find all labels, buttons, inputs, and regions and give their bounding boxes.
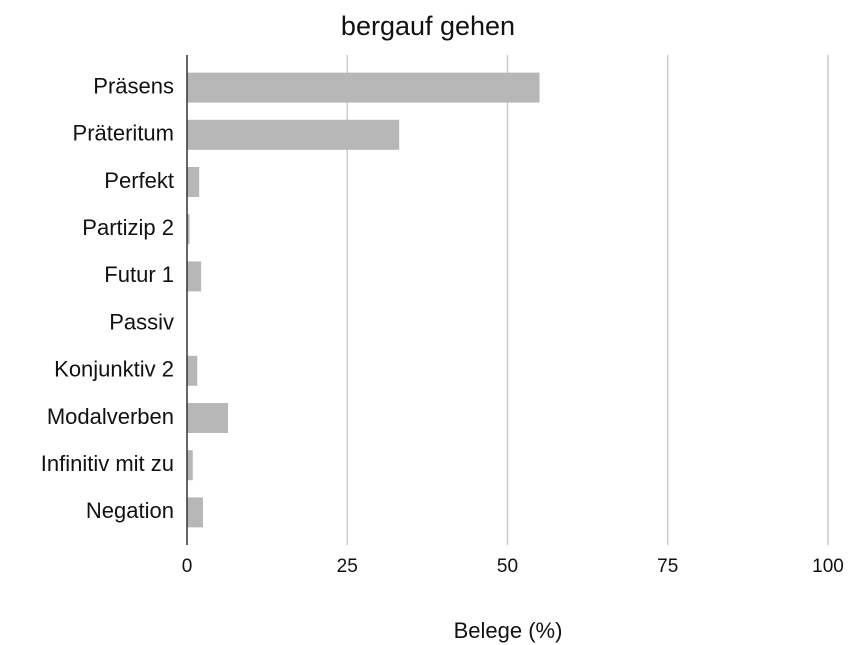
bar: [187, 261, 202, 292]
bar: [187, 403, 229, 433]
y-tick-label: Futur 1: [104, 262, 174, 287]
bar: [187, 355, 198, 386]
y-tick-label: Perfekt: [104, 168, 174, 193]
y-tick-label: Präsens: [93, 73, 174, 98]
bar: [187, 497, 204, 528]
x-tick-label: 0: [182, 556, 193, 577]
y-tick-label: Passiv: [109, 309, 174, 334]
x-tick-label: 75: [657, 556, 678, 577]
y-tick-label: Partizip 2: [82, 215, 174, 240]
x-tick-label: 100: [812, 556, 844, 577]
y-tick-label: Infinitiv mit zu: [41, 451, 174, 476]
bar: [187, 214, 190, 245]
bar: [187, 167, 200, 197]
x-tick-label: 50: [497, 556, 518, 577]
y-tick-label: Konjunktiv 2: [54, 357, 174, 382]
bar: [187, 450, 193, 481]
bar: [187, 119, 400, 150]
x-axis-label: Belege (%): [454, 618, 563, 643]
y-tick-label: Negation: [86, 498, 174, 523]
chart-title: bergauf gehen: [341, 11, 515, 41]
y-tick-label: Modalverben: [47, 404, 174, 429]
bar: [187, 72, 540, 103]
x-tick-label: 25: [337, 556, 358, 577]
y-tick-label: Präteritum: [73, 121, 174, 146]
